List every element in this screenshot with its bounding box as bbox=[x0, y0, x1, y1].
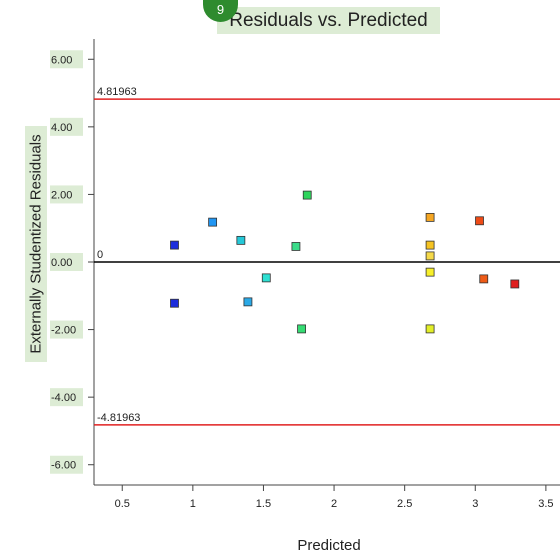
y-tick-label: 6.00 bbox=[51, 54, 72, 66]
x-tick-label: 0.5 bbox=[115, 498, 130, 510]
y-tick-label: 2.00 bbox=[51, 189, 72, 201]
data-point bbox=[297, 324, 306, 334]
data-point bbox=[510, 279, 520, 289]
y-tick-label: -4.00 bbox=[51, 392, 76, 404]
data-point bbox=[170, 298, 179, 308]
y-tick-label-background bbox=[50, 455, 83, 474]
reference-line-label: 0 bbox=[97, 249, 103, 261]
y-tick-label: 4.00 bbox=[51, 122, 72, 134]
data-point bbox=[425, 267, 435, 277]
y-tick-label-background bbox=[50, 117, 83, 136]
y-tick-label: -2.00 bbox=[51, 325, 76, 337]
x-tick-label: 2 bbox=[331, 498, 337, 510]
data-point bbox=[425, 324, 435, 334]
chart-title: Residuals vs. Predicted bbox=[229, 10, 428, 31]
x-tick-label: 3.5 bbox=[538, 498, 553, 510]
x-tick-label: 1 bbox=[190, 498, 196, 510]
data-point bbox=[475, 216, 484, 226]
data-point bbox=[208, 217, 218, 227]
data-point bbox=[425, 212, 435, 222]
data-point bbox=[425, 240, 435, 250]
y-tick-label-background bbox=[50, 320, 83, 339]
y-tick-label-background bbox=[50, 185, 83, 204]
data-point bbox=[170, 240, 179, 250]
data-point bbox=[243, 297, 253, 307]
y-axis-label: Externally Studentized Residuals bbox=[27, 134, 45, 354]
reference-line-label: 4.81963 bbox=[97, 86, 137, 98]
x-tick-label: 1.5 bbox=[256, 498, 271, 510]
title-background bbox=[217, 7, 440, 34]
y-tick-label-background bbox=[50, 388, 83, 407]
reference-line-label: -4.81963 bbox=[97, 412, 140, 424]
data-point bbox=[236, 235, 246, 245]
data-point bbox=[291, 242, 301, 251]
y-tick-label-background bbox=[50, 253, 83, 271]
x-tick-label: 2.5 bbox=[397, 498, 412, 510]
x-axis-label: Predicted bbox=[297, 537, 361, 554]
chart-number-badge: 9 bbox=[203, 0, 238, 22]
data-point bbox=[261, 273, 271, 283]
data-point bbox=[425, 251, 435, 261]
y-tick-label: -6.00 bbox=[51, 460, 76, 472]
y-tick-label: 0.00 bbox=[51, 257, 72, 269]
data-point bbox=[302, 190, 312, 200]
y-tick-label-background bbox=[50, 50, 83, 69]
x-tick-label: 3 bbox=[472, 498, 478, 510]
data-point bbox=[479, 274, 489, 284]
y-axis-label-background bbox=[25, 126, 47, 362]
